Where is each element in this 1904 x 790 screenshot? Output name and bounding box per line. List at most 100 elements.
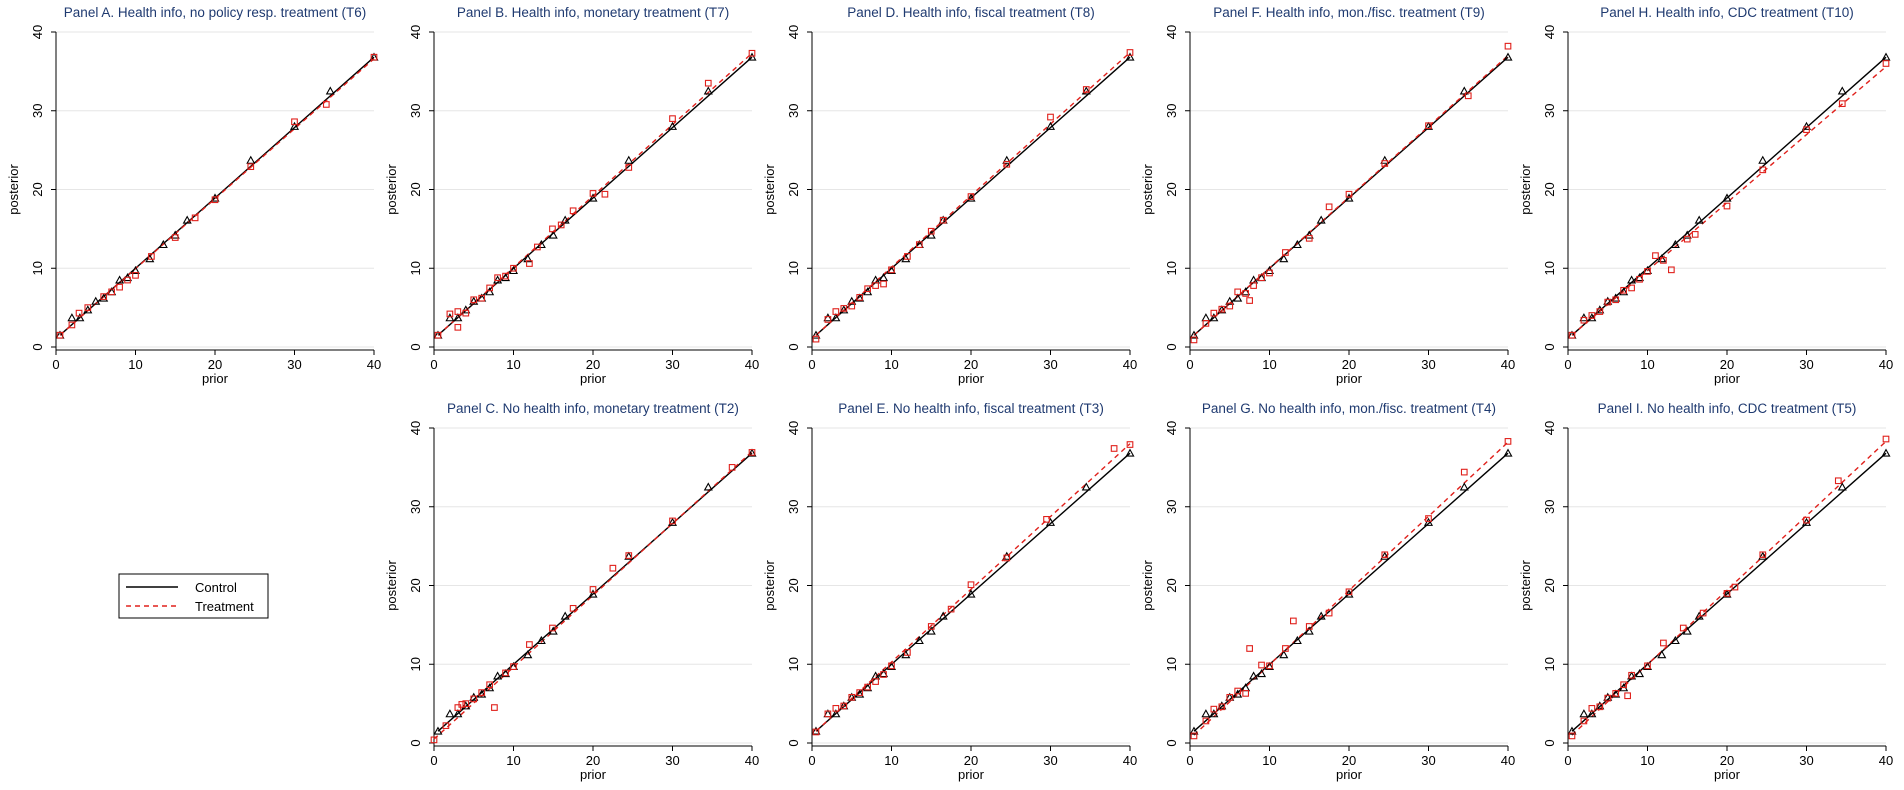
control-point	[1642, 661, 1653, 671]
control-point	[115, 275, 125, 284]
y-tick-label: 30	[30, 104, 45, 118]
treatment-point	[589, 190, 597, 197]
control-point	[130, 265, 141, 275]
x-tick-label: 40	[1879, 357, 1893, 372]
treatment-point	[589, 586, 597, 593]
treatment-point	[1305, 623, 1313, 630]
y-tick-label: 10	[786, 261, 801, 275]
control-point	[1881, 448, 1891, 457]
treatment-fit-line	[1193, 55, 1509, 336]
treatment-point	[927, 227, 935, 235]
x-tick-label: 20	[586, 753, 600, 768]
y-tick-label: 40	[786, 25, 801, 39]
control-point	[747, 448, 757, 457]
y-tick-label: 0	[30, 343, 45, 350]
panel-title: Panel D. Health info, fiscal treatment (…	[847, 5, 1095, 20]
treatment-point	[478, 294, 486, 302]
y-tick-label: 10	[1542, 657, 1557, 671]
treatment-point	[1425, 122, 1432, 130]
control-point	[1081, 482, 1091, 491]
treatment-point	[1266, 662, 1273, 670]
y-axis-title: posterior	[1140, 164, 1155, 215]
control-point	[1657, 650, 1667, 659]
panel-a: Panel A. Health info, no policy resp. tr…	[6, 5, 381, 386]
control-point	[1801, 517, 1812, 526]
treatment-point	[1838, 100, 1846, 108]
treatment-point	[625, 164, 633, 171]
treatment-point	[1628, 671, 1635, 679]
treatment-point	[1258, 274, 1265, 282]
control-point	[886, 661, 897, 671]
control-point	[1209, 313, 1219, 322]
control-point	[966, 589, 976, 598]
treatment-point	[569, 207, 577, 215]
treatment-point	[1803, 516, 1810, 524]
control-fit-line	[1571, 452, 1887, 732]
treatment-fit-line	[1571, 66, 1887, 336]
y-tick-label: 0	[408, 343, 423, 350]
x-tick-label: 30	[287, 357, 301, 372]
y-axis-title: posterior	[1140, 560, 1155, 611]
control-point	[1201, 709, 1211, 718]
x-tick-label: 0	[430, 357, 437, 372]
control-point	[831, 313, 841, 322]
treatment-point	[1568, 331, 1576, 339]
control-point	[1627, 275, 1637, 284]
treatment-point	[864, 683, 871, 691]
control-point	[1344, 589, 1354, 598]
treatment-point	[68, 321, 76, 329]
x-tick-label: 20	[1720, 357, 1734, 372]
treatment-point	[1290, 617, 1297, 625]
y-tick-label: 30	[786, 500, 801, 514]
y-tick-label: 30	[408, 104, 423, 118]
control-point	[926, 626, 936, 635]
control-fit-line	[1571, 56, 1887, 336]
treatment-point	[864, 285, 871, 293]
treatment-point	[322, 101, 330, 108]
x-axis-title: prior	[1336, 767, 1363, 782]
legend-treatment-label: Treatment	[195, 599, 254, 614]
control-point	[839, 305, 849, 314]
control-point	[1189, 726, 1199, 735]
x-axis-title: prior	[958, 371, 985, 386]
treatment-point	[748, 449, 756, 456]
y-tick-label: 40	[1164, 421, 1179, 435]
treatment-point	[1882, 60, 1890, 67]
treatment-point	[1003, 160, 1011, 168]
x-axis-title: prior	[580, 371, 607, 386]
control-point	[1344, 193, 1354, 202]
treatment-point	[1226, 302, 1234, 310]
control-point	[548, 230, 558, 239]
x-tick-label: 20	[1720, 753, 1734, 768]
control-fit-line	[815, 452, 1131, 732]
control-point	[1241, 287, 1251, 296]
x-tick-label: 10	[506, 357, 520, 372]
treatment-point	[1683, 235, 1691, 243]
y-tick-label: 30	[1164, 104, 1179, 118]
treatment-point	[1425, 515, 1432, 522]
x-tick-label: 0	[1564, 357, 1571, 372]
y-tick-label: 20	[30, 182, 45, 196]
control-point	[1249, 671, 1259, 680]
control-point	[588, 589, 598, 598]
x-tick-label: 30	[1421, 357, 1435, 372]
treatment-point	[1568, 732, 1576, 740]
treatment-point	[1234, 687, 1242, 695]
y-tick-label: 20	[786, 578, 801, 592]
control-point	[182, 215, 192, 224]
control-point	[1837, 482, 1847, 491]
treatment-point	[75, 309, 83, 317]
control-point	[145, 254, 155, 263]
treatment-point	[1218, 305, 1226, 313]
treatment-point	[1345, 588, 1353, 596]
control-point	[67, 313, 77, 322]
treatment-point	[625, 552, 633, 559]
treatment-point	[1612, 690, 1620, 697]
x-axis-title: prior	[1714, 371, 1741, 386]
treatment-point	[1604, 298, 1612, 306]
control-point	[1611, 689, 1621, 698]
treatment-point	[454, 308, 462, 315]
treatment-point	[510, 663, 517, 670]
control-point	[926, 230, 936, 239]
